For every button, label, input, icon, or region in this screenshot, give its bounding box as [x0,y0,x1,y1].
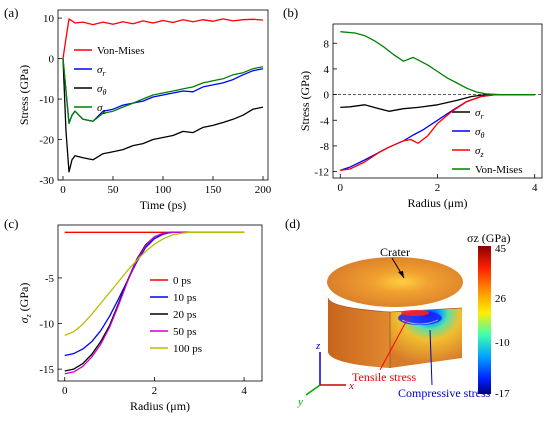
colorbar-label: σz (GPa) [467,231,510,245]
panel-b-legend-label-z: σz [475,145,484,159]
tensile-arrow [379,317,409,371]
panel-b-xtick-label: 2 [435,182,441,194]
panel-c-ytick-label: -10 [39,319,54,331]
axis-x-label: x [348,380,354,392]
panel-c-legend-label-20-ps: 20 ps [173,309,197,321]
panel-a-ytick-label: -10 [39,94,54,106]
annotation-tensile-stress: Tensile stress [352,370,416,384]
panel-b-xlabel: Radius (μm) [407,196,467,210]
panel-a-xlabel: Time (ps) [140,198,187,212]
panel-c-xtick-label: 2 [152,385,158,397]
model-top-face [327,257,463,307]
panel-a-legend-label-r: σr [97,64,106,78]
panel-c-xlabel: Radius (μm) [130,399,190,413]
panel-a-legend-label-von-mises: Von-Mises [97,45,144,57]
panel-a-legend-label-: σθ [97,83,106,97]
panel-c-frame [57,224,263,382]
panel-b-ytick-label: 4 [324,64,330,76]
panel-a-series-von-mises-line [62,18,264,59]
panel-c-legend-label-50-ps: 50 ps [173,326,197,338]
colorbar [478,246,491,394]
panel-c-ytick-label: -15 [39,364,54,376]
panel-b-series-z-line [340,93,535,171]
panel-b-ytick-label: -4 [320,115,330,127]
panel-a-legend-label-z: σz [97,102,106,116]
panel-b-xtick-label: 4 [532,182,538,194]
compressive-arrow [429,329,433,386]
panel-b-label: (b) [283,5,298,20]
panel-c-series-10-ps-line [64,231,245,357]
panel-b-ytick-label: -8 [320,141,330,153]
panel-a-xtick-label: 200 [255,184,272,196]
panel-d-label: (d) [285,216,300,231]
panel-a-xtick-label: 50 [108,184,120,196]
panel-a-xtick-label: 150 [205,184,222,196]
panel-b: (b) 0 2 4 -12 -8 -4 0 4 8 Radius (μm) Stress (GPa) σ… [283,5,543,210]
tensile-zone [401,310,429,316]
panel-b-legend-label-: σθ [475,126,484,140]
panel-c-legend-label-10-ps: 10 ps [173,292,197,304]
panel-c-xtick-label: 0 [62,385,68,397]
panel-c-legend-label-0-ps: 0 ps [173,275,191,287]
panel-b-ytick-label: 8 [324,38,330,50]
panel-b-frame [332,23,543,179]
panel-b-xtick-label: 0 [338,182,344,194]
panel-b-ytick-label: 0 [324,90,330,102]
colorbar-tick-minus10: -10 [495,337,510,349]
panel-a: (a) 0 50 100 150 200 -30 -20 -10 0 10 Time (ps) Stre… [4,5,272,212]
colorbar-tick-minus17: -17 [495,388,510,400]
panel-a-ytick-label: 0 [49,54,55,66]
panel-b-series-r-line [340,93,535,112]
panel-a-ytick-label: -20 [39,135,54,147]
colorbar-tick-26: 26 [495,293,507,305]
panel-b-series-von-mises-line [340,31,535,96]
panel-b-ytick-label: -12 [314,167,329,179]
annotation-crater: Crater [380,245,410,259]
panel-c-series-100-ps-line [64,231,245,337]
panel-b-legend-label-r: σr [475,107,484,121]
panel-d: (d) Crater Tensile stress Compressive st… [285,216,510,408]
panel-a-series--line [62,58,264,173]
panel-c-ylabel: σz (GPa) [17,283,33,324]
panel-a-xtick-label: 100 [155,184,172,196]
stress-model-3d [327,257,463,368]
panel-b-legend-label-von-mises: Von-Mises [475,164,522,176]
panel-a-series-r-line [62,58,264,124]
panel-a-xtick-label: 0 [60,184,66,196]
panel-a-ylabel: Stress (GPa) [17,65,31,125]
panel-a-series-z-line [62,58,264,124]
panel-a-label: (a) [4,5,18,20]
panel-c: (c) 0 2 4 -15 -10 -5 Radius (μm) σz (GPa) 0 ps 10 … [4,216,263,413]
panel-b-ylabel: Stress (GPa) [298,71,312,131]
annotation-compressive-stress: Compressive stress [398,386,491,400]
panel-c-legend-label-100-ps: 100 ps [173,343,202,355]
colorbar-tick-45: 45 [495,243,507,255]
axis-z-label: z [315,340,321,352]
panel-c-xtick-label: 4 [241,385,247,397]
coordinate-axes: z x y [297,340,354,408]
panel-c-series-20-ps-line [64,231,245,372]
model-side-face [328,298,390,368]
axis-y-label: y [297,396,303,408]
panel-c-series-50-ps-line [64,231,245,375]
panel-c-label: (c) [4,216,18,231]
panel-a-ytick-label: -30 [39,175,54,187]
panel-a-ytick-label: 10 [43,13,55,25]
panel-c-ytick-label: -5 [45,273,55,285]
